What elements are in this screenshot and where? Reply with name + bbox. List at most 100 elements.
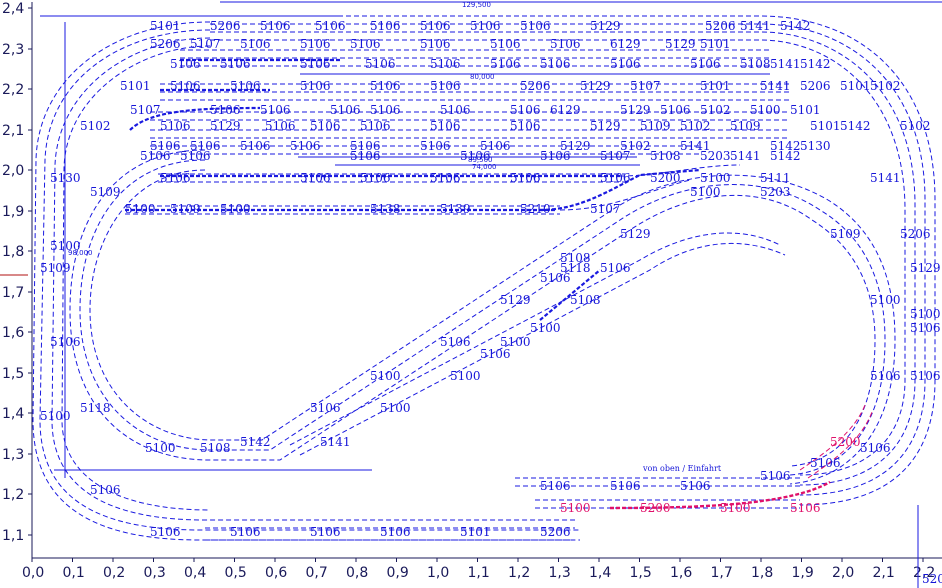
part-number-label: 5100 (145, 441, 176, 455)
part-number-label: 5102 (620, 139, 651, 153)
part-number-label: 5100 (720, 501, 751, 515)
part-number-label: 5106 (370, 103, 401, 117)
part-number-label: 5206 (520, 79, 551, 93)
part-number-label: 5106 (440, 103, 471, 117)
part-number-label: 5106 (170, 79, 201, 93)
part-number-label: 5141 (320, 435, 351, 449)
x-tick-label: 0,5 (225, 565, 247, 581)
part-number-label: 5106 (150, 525, 181, 539)
part-number-label: 5102 (680, 119, 711, 133)
part-number-label: 5106 (230, 79, 261, 93)
part-number-label: 5109 (40, 261, 71, 275)
part-number-label: 5106 (350, 149, 381, 163)
part-number-label: 5100 (870, 293, 901, 307)
part-number-label: 5106 (360, 119, 391, 133)
part-number-label: 5106 (510, 103, 541, 117)
part-number-label: 5106 (160, 119, 191, 133)
y-tick-label: 2,0 (2, 163, 24, 179)
part-number-label: 5138 (370, 202, 401, 216)
bottom-tracks (205, 404, 873, 541)
part-number-label: 5129 (210, 119, 241, 133)
part-number-label: 5106 (540, 479, 571, 493)
part-number-label: 5106 (350, 139, 381, 153)
part-number-label: 5109 (830, 227, 861, 241)
part-number-label: 5107 (630, 79, 661, 93)
part-number-label: 5100 (530, 321, 561, 335)
part-number-label: 5100 (750, 103, 781, 117)
part-number-label: 5108 (200, 441, 231, 455)
part-number-label: 5200 (650, 171, 681, 185)
part-number-label: 5106 (550, 37, 581, 51)
part-number-label: 5101 (840, 79, 871, 93)
part-number-label: 5200 (830, 435, 861, 449)
x-tick-label: 0,6 (265, 565, 287, 581)
y-axis-ticks: 2,4 2,3 2,2 2,1 2,0 1,9 1,8 1,7 1,6 1,5 1,4 1,3 1,2 1… (2, 1, 32, 544)
part-number-label: 5106 (420, 37, 451, 51)
part-number-label: 5106 (290, 139, 321, 153)
part-number-label: 5206 (150, 37, 181, 51)
x-tick-label: 1,8 (751, 565, 773, 581)
y-tick-label: 1,1 (2, 528, 24, 544)
dimension-mid-c-label: 74,000 (472, 163, 497, 171)
x-axis-ticks: 0,0 0,1 0,2 0,3 0,4 0,5 0,6 0,7 0,8 0,9 1,0 1,1 1,2 1… (22, 558, 935, 581)
part-number-label: 5139 (440, 202, 471, 216)
part-number-label: 5106 (220, 57, 251, 71)
part-number-label: 5206 (540, 525, 571, 539)
part-number-label: 5106 (440, 335, 471, 349)
part-number-label: 6129 (610, 37, 641, 51)
part-number-label: 5106 (350, 37, 381, 51)
part-number-label: 5106 (910, 321, 941, 335)
y-tick-label: 1,9 (2, 204, 24, 220)
part-number-label: 5102 (900, 119, 931, 133)
part-number-label: 5100 (500, 335, 531, 349)
part-number-label: 5142 (770, 149, 801, 163)
part-number-label: 5106 (300, 37, 331, 51)
part-number-label: 5106 (330, 103, 361, 117)
y-tick-label: 1,7 (2, 285, 24, 301)
part-number-label: 5206 (900, 227, 931, 241)
part-number-label: 5107 (130, 103, 161, 117)
part-number-label: 5106 (50, 335, 81, 349)
part-number-label: 5106 (810, 456, 841, 470)
part-number-label: 5100 (380, 401, 411, 415)
part-number-label: 5106 (210, 103, 241, 117)
part-number-label: 5106 (300, 171, 331, 185)
x-tick-label: 1,9 (792, 565, 814, 581)
part-number-label: 5100 (125, 202, 156, 216)
corner-label: 520 (922, 572, 942, 586)
part-number-label: 5106 (370, 19, 401, 33)
part-number-label: 5101 (700, 37, 731, 51)
x-tick-label: 2,1 (873, 565, 895, 581)
part-number-label: 5111 (760, 171, 791, 185)
part-number-label: 5106 (170, 57, 201, 71)
part-number-label: 5106 (690, 57, 721, 71)
y-tick-label: 1,2 (2, 487, 24, 503)
part-number-label: 5129 (910, 261, 941, 275)
part-number-label: 5106 (380, 525, 411, 539)
part-number-label: 5100 (220, 202, 251, 216)
dimension-mid-a-label: 89,500 (468, 156, 493, 164)
x-tick-label: 0,4 (184, 565, 206, 581)
part-number-label: 5106 (300, 57, 331, 71)
y-tick-label: 2,3 (2, 42, 24, 58)
part-number-label: 5100 (50, 239, 81, 253)
x-tick-label: 1,4 (589, 565, 611, 581)
x-tick-label: 1,6 (670, 565, 692, 581)
part-number-label: 5141 (870, 171, 901, 185)
part-number-label: 5206 (210, 19, 241, 33)
part-number-label: 5109 (170, 202, 201, 216)
part-number-label: 5100 (560, 501, 591, 515)
part-number-label: 5129 (500, 293, 531, 307)
part-number-label: 5106 (430, 119, 461, 133)
y-tick-label: 2,1 (2, 123, 24, 139)
x-tick-label: 0,8 (346, 565, 368, 581)
y-tick-label: 1,5 (2, 366, 24, 382)
x-tick-label: 2,2 (913, 565, 935, 581)
part-number-label: 5118 (560, 261, 591, 275)
part-number-label: 5102 (80, 119, 111, 133)
part-number-label: 5106 (420, 139, 451, 153)
part-number-label: 5106 (510, 171, 541, 185)
part-number-label: 5106 (480, 139, 511, 153)
